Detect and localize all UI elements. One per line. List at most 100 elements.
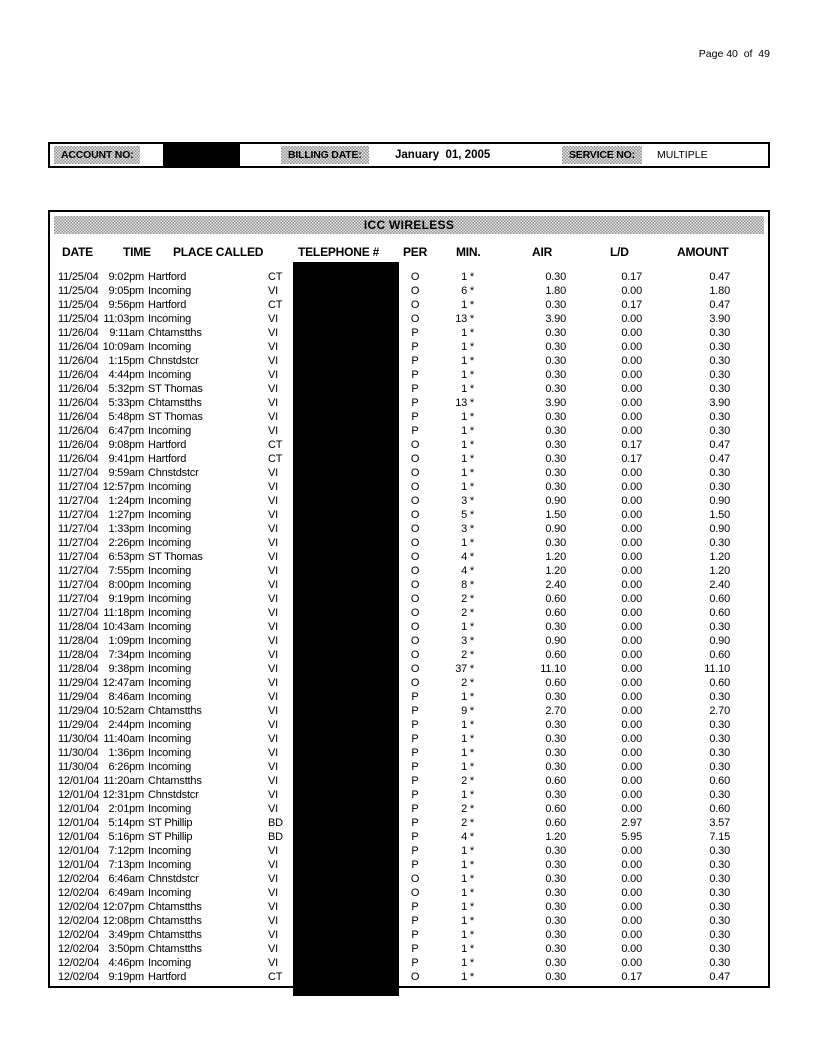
cell-date: 11/28/04 (58, 649, 99, 661)
cell-air: 0.30 (545, 271, 566, 283)
cell-ld: 0.00 (621, 859, 642, 871)
cell-per: P (411, 705, 419, 717)
cell-date: 12/02/04 (58, 901, 100, 913)
cell-per: P (411, 859, 419, 871)
cell-time: 9:59am (108, 467, 145, 479)
cell-amount: 0.47 (709, 971, 730, 983)
cell-state: VI (268, 915, 278, 927)
cell-ld: 0.00 (621, 579, 642, 591)
cell-time: 6:53pm (108, 551, 145, 563)
cell-date: 11/26/04 (58, 425, 99, 437)
cell-place: Chnstdstcr (148, 873, 199, 885)
cell-amount: 0.30 (709, 481, 730, 493)
cell-min: 2 * (461, 775, 474, 787)
cell-date: 12/02/04 (58, 971, 100, 983)
cell-min: 8 * (461, 579, 474, 591)
cell-time: 11:40am (103, 733, 144, 745)
cell-min: 1 * (461, 733, 474, 745)
cell-place: Incoming (148, 369, 192, 381)
table-row: 12/02/04 9:19pm Hartford CT O 1 * 0.30 0.17 0.47 (50, 970, 768, 984)
cell-date: 11/29/04 (58, 677, 99, 689)
cell-per: O (410, 509, 420, 521)
cell-per: P (411, 691, 419, 703)
cell-amount: 0.47 (709, 453, 730, 465)
cell-min: 3 * (461, 635, 474, 647)
table-row: 11/28/04 7:34pm Incoming VI O 2 * 0.60 0.00 0.60 (50, 648, 768, 662)
cell-time: 12:08pm (102, 915, 145, 927)
service-no-value: MULTIPLE (657, 149, 708, 161)
cell-air: 0.30 (545, 481, 566, 493)
cell-air: 0.60 (545, 593, 566, 605)
cell-air: 0.30 (545, 467, 566, 479)
cell-amount: 0.47 (709, 299, 730, 311)
cell-date: 11/26/04 (58, 383, 99, 395)
cell-air: 0.30 (545, 873, 566, 885)
cell-per: P (411, 383, 419, 395)
cell-place: Incoming (148, 565, 192, 577)
cell-amount: 1.20 (709, 565, 730, 577)
cell-place: Incoming (148, 537, 192, 549)
table-row: 11/26/04 5:33pm Chtamstths VI P 13 * 3.90 0.00 3… (50, 396, 768, 410)
cell-per: O (410, 971, 420, 983)
cell-state: VI (268, 859, 278, 871)
cell-place: Incoming (148, 663, 192, 675)
cell-air: 0.30 (545, 719, 566, 731)
cell-ld: 0.17 (621, 271, 642, 283)
cell-amount: 0.30 (709, 733, 730, 745)
cell-air: 3.90 (545, 397, 566, 409)
cell-air: 0.30 (545, 789, 566, 801)
table-row: 11/26/04 9:41pm Hartford CT O 1 * 0.30 0.17 0.47 (50, 452, 768, 466)
cell-air: 0.60 (545, 649, 566, 661)
cell-ld: 0.00 (621, 873, 642, 885)
cell-state: VI (268, 341, 278, 353)
cell-time: 4:44pm (108, 369, 145, 381)
cell-air: 3.90 (545, 313, 566, 325)
table-row: 11/27/04 1:27pm Incoming VI O 5 * 1.50 0.00 1.50 (50, 508, 768, 522)
cell-per: O (410, 299, 420, 311)
cell-min: 2 * (461, 677, 474, 689)
billing-date-label: BILLING DATE: (281, 146, 369, 164)
cell-air: 1.20 (545, 565, 566, 577)
cell-amount: 0.30 (709, 859, 730, 871)
cell-air: 0.30 (545, 453, 566, 465)
cell-time: 7:12pm (108, 845, 145, 857)
cell-min: 1 * (461, 873, 474, 885)
cell-time: 12:47am (102, 677, 145, 689)
cell-state: VI (268, 929, 278, 941)
cell-min: 1 * (461, 789, 474, 801)
cell-min: 1 * (461, 425, 474, 437)
cell-date: 12/01/04 (58, 831, 100, 843)
table-row: 11/27/04 9:59am Chnstdstcr VI O 1 * 0.30 0.00 0.… (50, 466, 768, 480)
cell-air: 1.80 (545, 285, 566, 297)
account-no-label: ACCOUNT NO: (54, 146, 141, 164)
cell-min: 1 * (461, 355, 474, 367)
cell-amount: 0.30 (709, 691, 730, 703)
cell-time: 1:09pm (108, 635, 145, 647)
cell-place: Incoming (148, 607, 192, 619)
cell-min: 1 * (461, 299, 474, 311)
cell-state: VI (268, 887, 278, 899)
cell-air: 0.30 (545, 537, 566, 549)
cell-ld: 0.00 (621, 537, 642, 549)
cell-per: O (410, 887, 420, 899)
cell-air: 0.30 (545, 915, 566, 927)
cell-amount: 1.20 (709, 551, 730, 563)
cell-date: 11/27/04 (58, 523, 99, 535)
cell-state: VI (268, 957, 278, 969)
cell-min: 2 * (461, 817, 474, 829)
cell-state: VI (268, 425, 278, 437)
cell-amount: 0.60 (709, 677, 730, 689)
cell-time: 10:09am (102, 341, 145, 353)
cell-per: O (410, 467, 420, 479)
cell-ld: 0.00 (621, 957, 642, 969)
column-header-min: MIN. (456, 245, 481, 259)
cell-state: VI (268, 509, 278, 521)
cell-ld: 0.00 (621, 915, 642, 927)
cell-state: VI (268, 663, 278, 675)
cell-amount: 3.90 (709, 397, 730, 409)
table-row: 11/26/04 9:11am Chtamstths VI P 1 * 0.30 0.00 0.… (50, 326, 768, 340)
cell-per: O (410, 579, 420, 591)
call-detail-table: ICC WIRELESS DATE TIME PLACE CALLED TELE… (48, 210, 770, 996)
cell-time: 6:47pm (108, 425, 145, 437)
cell-time: 11:03pm (103, 313, 144, 325)
